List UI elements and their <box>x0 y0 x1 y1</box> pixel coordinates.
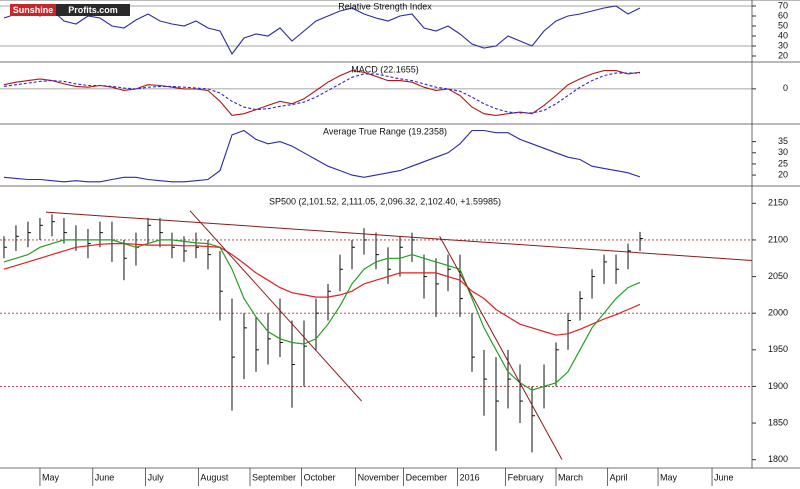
y-tick-label: 25 <box>778 158 788 168</box>
x-tick-label: December <box>406 472 448 482</box>
series-line <box>3 70 641 116</box>
logo-box <box>10 4 56 16</box>
x-tick-label: February <box>508 472 545 482</box>
x-tick-label: September <box>252 472 296 482</box>
y-tick-label: 50 <box>778 20 788 30</box>
trend-line <box>439 236 563 460</box>
y-tick-label: 0 <box>783 83 788 93</box>
y-tick-label: 1950 <box>768 344 788 354</box>
y-tick-label: 20 <box>778 50 788 60</box>
y-tick-label: 2050 <box>768 271 788 281</box>
panel-title: Average True Range (19.2358) <box>323 126 447 136</box>
y-tick-label: 2000 <box>768 308 788 318</box>
x-tick-label: November <box>358 472 400 482</box>
series-line <box>3 5 641 56</box>
y-tick-label: 70 <box>778 0 788 10</box>
logo-text: Sunshine <box>13 5 54 15</box>
y-tick-label: 60 <box>778 10 788 20</box>
moving-average <box>3 243 641 336</box>
logo-text: Profits.com <box>68 5 118 15</box>
y-tick-label: 1850 <box>768 417 788 427</box>
x-tick-label: June <box>95 472 115 482</box>
moving-average <box>3 239 641 391</box>
panel-title: MACD (22.1655) <box>351 64 419 74</box>
x-tick-label: June <box>714 472 734 482</box>
y-tick-label: 30 <box>778 147 788 157</box>
panel-title: Relative Strength Index <box>338 1 432 11</box>
x-tick-label: 2016 <box>460 472 480 482</box>
y-tick-label: 2100 <box>768 234 788 244</box>
x-tick-label: May <box>42 472 60 482</box>
y-tick-label: 40 <box>778 30 788 40</box>
x-tick-label: August <box>200 472 229 482</box>
x-tick-label: April <box>610 472 628 482</box>
y-tick-label: 20 <box>778 169 788 179</box>
y-tick-label: 35 <box>778 136 788 146</box>
trend-line <box>45 211 752 261</box>
series-line <box>3 129 641 183</box>
x-tick-label: March <box>558 472 583 482</box>
y-tick-label: 2150 <box>768 198 788 208</box>
x-tick-label: October <box>304 472 336 482</box>
panel-title: SP500 (2,101.52, 2,111.05, 2,096.32, 2,1… <box>269 196 501 206</box>
x-tick-label: July <box>148 472 165 482</box>
y-tick-label: 1800 <box>768 454 788 464</box>
series-line <box>3 72 640 114</box>
x-tick-label: May <box>660 472 678 482</box>
y-tick-label: 1900 <box>768 381 788 391</box>
logo-box <box>56 4 130 16</box>
trend-line <box>189 210 362 402</box>
y-tick-label: 30 <box>778 40 788 50</box>
